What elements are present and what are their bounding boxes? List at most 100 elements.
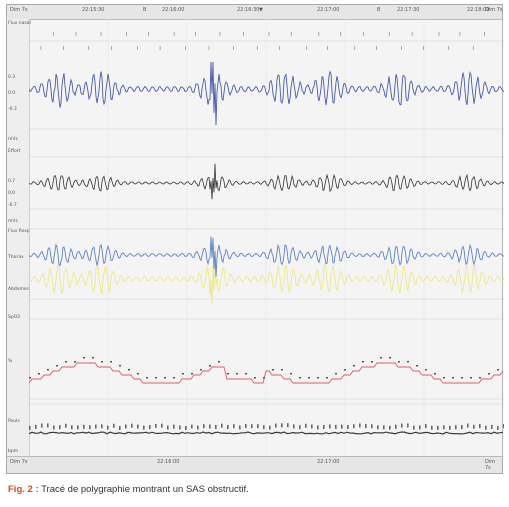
spo2-marker	[335, 373, 337, 375]
pulse-marker	[281, 423, 283, 428]
spo2-marker	[83, 357, 85, 359]
nasal-flow-trace	[29, 61, 504, 126]
channel-labels: Flux nasal 0.3 0.0 -0.3 mVs Effort 0.7 0…	[7, 19, 31, 457]
time-tick: 22:16:30	[237, 7, 260, 13]
pulse-marker	[119, 425, 121, 430]
effort-trace	[29, 163, 504, 200]
pulse-marker	[431, 425, 433, 430]
pulse-marker	[53, 425, 55, 430]
pulse-marker	[329, 424, 331, 429]
spo2-marker	[326, 377, 328, 379]
spo2-value-markers	[29, 357, 499, 379]
spo2-marker	[371, 361, 373, 363]
polygraphy-viewer: Dim 7s 22:15:30 22:16:00 22:16:30 22:17:…	[6, 4, 504, 474]
pulse-marker	[275, 423, 277, 428]
spo2-marker	[164, 377, 166, 379]
pulse-marker	[239, 425, 241, 430]
pulse-marker	[89, 425, 91, 430]
channel-label: SpO2	[8, 315, 21, 320]
spo2-marker	[452, 377, 454, 379]
start-time: Dim 7s	[10, 459, 28, 465]
pulse-marker	[341, 424, 343, 429]
pulse-marker	[479, 424, 481, 429]
pulse-marker	[401, 423, 403, 428]
spo2-marker	[65, 361, 67, 363]
pulse-marker	[335, 424, 337, 429]
spo2-marker	[407, 361, 409, 363]
abdomen-trace	[29, 245, 504, 306]
time-tick: 22:16:00	[162, 7, 185, 13]
spo2-marker	[38, 373, 40, 375]
channel-label: Thorax	[8, 255, 24, 260]
spo2-marker	[200, 369, 202, 371]
scale-label: 0.0	[8, 191, 16, 196]
pulse-marker	[353, 424, 355, 429]
pulse-marker	[203, 424, 205, 429]
pulse-marker	[137, 424, 139, 429]
pulse-marker	[323, 424, 325, 429]
pulse-marker	[491, 424, 493, 429]
pulse-marker	[497, 425, 499, 430]
spo2-marker	[290, 373, 292, 375]
spo2-marker	[74, 361, 76, 363]
unit-label: mVs	[8, 219, 18, 224]
spo2-marker	[398, 361, 400, 363]
bottom-time-ruler: Dim 7s 22:16:00 22:17:00 Dim 7s	[7, 456, 502, 473]
pulse-marker	[41, 423, 43, 428]
pulse-marker	[185, 425, 187, 430]
spo2-trace	[29, 362, 504, 384]
unit-label: %	[8, 359, 13, 364]
pulse-trace	[29, 431, 504, 435]
spo2-marker	[182, 373, 184, 375]
event-annotations	[40, 32, 485, 50]
pulse-marker	[407, 423, 409, 428]
spo2-marker	[218, 361, 220, 363]
time-tick: 22:17:00	[317, 459, 340, 465]
event-marker-icon[interactable]: B	[377, 7, 381, 13]
time-ruler: Dim 7s 22:15:30 22:16:00 22:16:30 22:17:…	[7, 5, 503, 20]
spo2-marker	[479, 377, 481, 379]
spo2-marker	[281, 369, 283, 371]
pulse-marker	[419, 425, 421, 430]
spo2-marker	[272, 369, 274, 371]
pulse-marker	[155, 423, 157, 428]
spo2-marker	[227, 373, 229, 375]
time-tick: 22:15:30	[82, 7, 105, 13]
pulse-marker	[449, 425, 451, 430]
pulse-marker	[161, 423, 163, 428]
pulse-marker	[149, 424, 151, 429]
spo2-marker	[173, 377, 175, 379]
pulse-marker	[143, 425, 145, 430]
pulse-marker	[125, 424, 127, 429]
spo2-marker	[155, 377, 157, 379]
spo2-marker	[434, 373, 436, 375]
pulse-marker	[257, 424, 259, 429]
pulse-marker	[269, 425, 271, 430]
channel-label: Flux nasal	[8, 21, 31, 26]
event-marker-icon[interactable]: B	[143, 7, 147, 13]
pulse-marker	[233, 424, 235, 429]
channel-label: Flux Resp	[8, 229, 30, 234]
spo2-marker	[308, 377, 310, 379]
spo2-marker	[29, 377, 31, 379]
spo2-marker	[137, 373, 139, 375]
cursor-marker-icon[interactable]: ▼	[259, 7, 263, 13]
spo2-marker	[425, 369, 427, 371]
pulse-marker	[263, 425, 265, 430]
pulse-marker	[485, 425, 487, 430]
caption-label: Fig. 2 :	[8, 484, 39, 495]
pulse-marker	[167, 425, 169, 430]
pulse-marker	[389, 425, 391, 430]
spo2-marker	[245, 373, 247, 375]
pulse-marker	[107, 425, 109, 430]
spo2-marker	[353, 365, 355, 367]
grid-lines	[29, 19, 504, 459]
spo2-marker	[92, 357, 94, 359]
spo2-marker	[344, 369, 346, 371]
spo2-marker	[101, 361, 103, 363]
spo2-marker	[263, 377, 265, 379]
figure-caption: Fig. 2 : Tracé de polygraphie montrant u…	[8, 484, 249, 495]
time-tick: 22:17:00	[317, 7, 340, 13]
pulse-marker	[371, 424, 373, 429]
pulse-marker	[365, 424, 367, 429]
